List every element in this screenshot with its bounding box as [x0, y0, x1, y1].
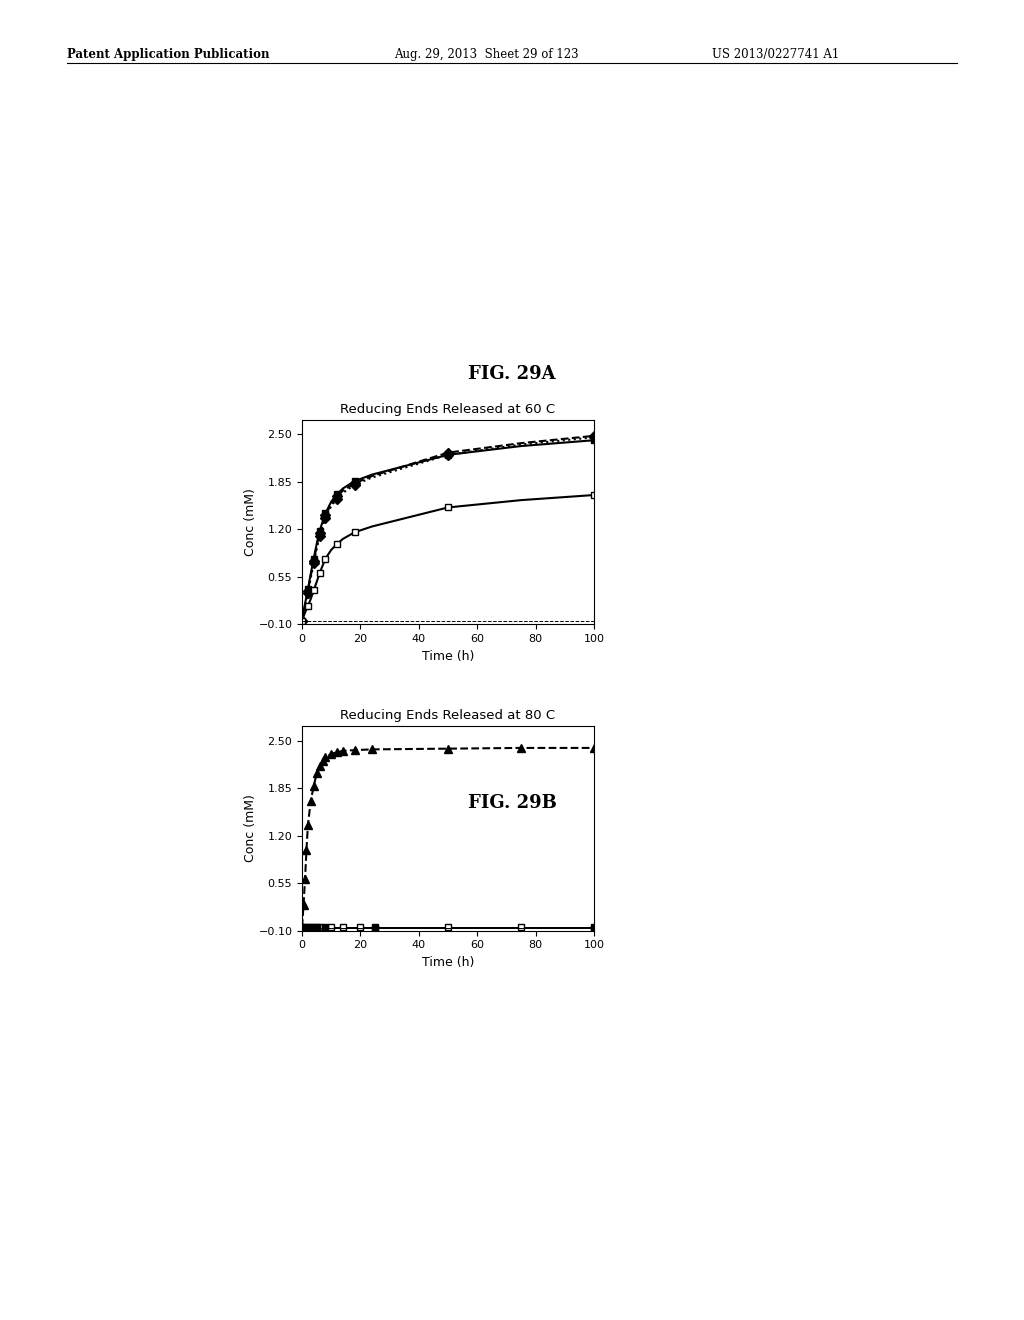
Text: Patent Application Publication: Patent Application Publication	[67, 48, 269, 61]
Y-axis label: Conc (mM): Conc (mM)	[244, 795, 257, 862]
Title: Reducing Ends Released at 80 C: Reducing Ends Released at 80 C	[340, 709, 556, 722]
Y-axis label: Conc (mM): Conc (mM)	[244, 488, 257, 556]
X-axis label: Time (h): Time (h)	[422, 649, 474, 663]
Title: Reducing Ends Released at 60 C: Reducing Ends Released at 60 C	[340, 403, 556, 416]
Text: US 2013/0227741 A1: US 2013/0227741 A1	[712, 48, 839, 61]
Text: FIG. 29A: FIG. 29A	[468, 364, 556, 383]
X-axis label: Time (h): Time (h)	[422, 956, 474, 969]
Text: Aug. 29, 2013  Sheet 29 of 123: Aug. 29, 2013 Sheet 29 of 123	[394, 48, 579, 61]
Text: FIG. 29B: FIG. 29B	[468, 793, 556, 812]
